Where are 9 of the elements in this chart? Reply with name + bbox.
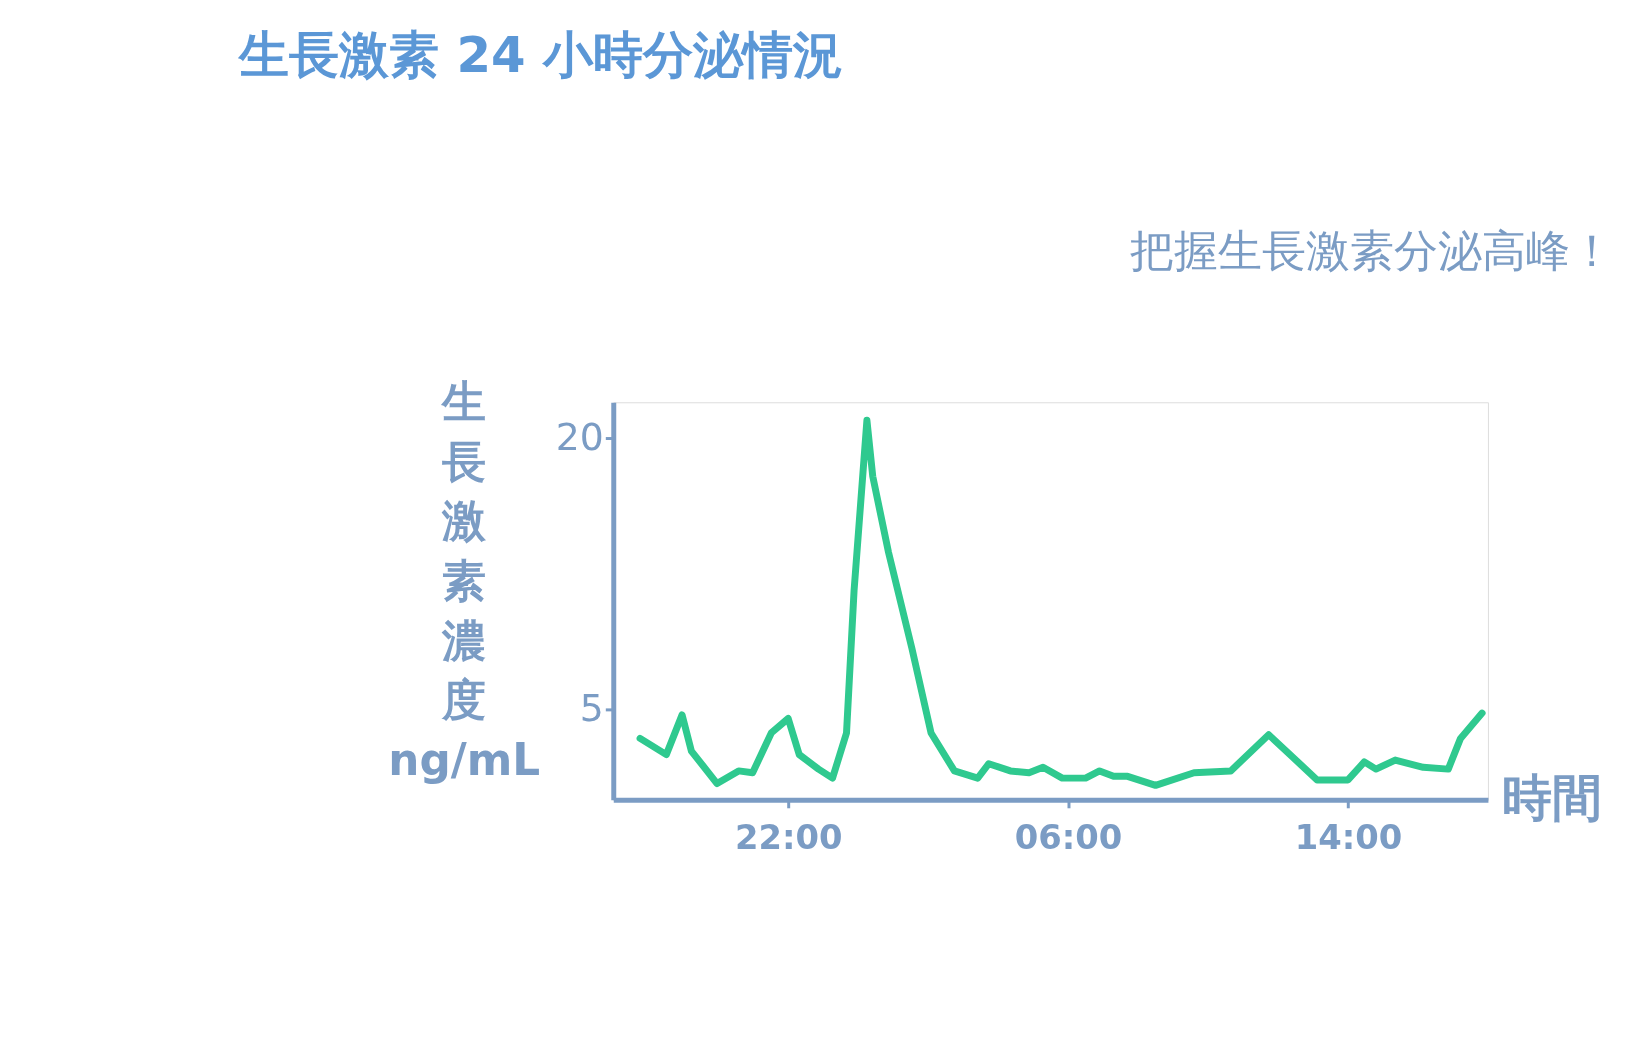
x-axis-title: 時間 [1502,769,1603,828]
text: 把握生長激素分泌高峰！ [1130,225,1615,277]
x-tick-label: 22:00 [734,818,843,858]
y-tick-label: 20 [555,414,604,459]
x-tick-label: 14:00 [1294,818,1403,858]
y-axis-title: 生長激素濃度 ng/mL [388,376,541,785]
y-tick-label: 5 [579,685,604,730]
x-tick-label: 06:00 [1014,818,1123,858]
chart-title: 生長激素 24 小時分泌情況 [237,26,843,85]
